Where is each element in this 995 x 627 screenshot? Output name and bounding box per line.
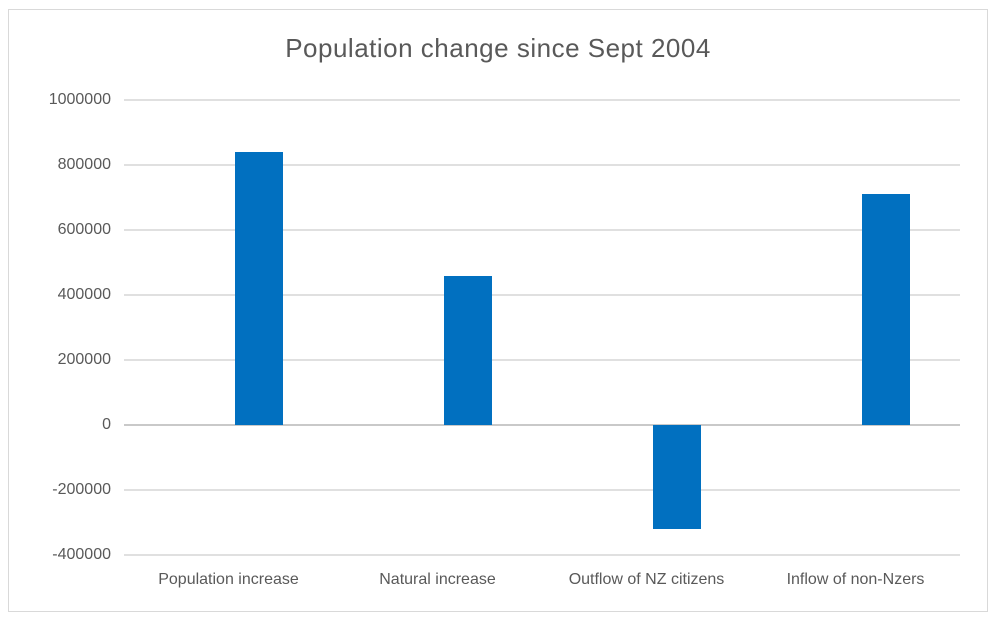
gridline xyxy=(124,489,960,491)
x-axis-category-label: Inflow of non-Nzers xyxy=(786,571,925,588)
gridline xyxy=(124,554,960,556)
gridline xyxy=(124,229,960,231)
y-axis-tick-label: 200000 xyxy=(57,351,111,368)
x-axis-category-label: Outflow of NZ citizens xyxy=(568,571,725,588)
x-axis-line xyxy=(124,424,960,426)
y-axis-tick-label: 800000 xyxy=(57,156,111,173)
chart-frame: Population change since Sept 2004 100000… xyxy=(8,9,988,612)
gridline xyxy=(124,164,960,166)
gridline xyxy=(124,294,960,296)
x-axis-category-label: Population increase xyxy=(158,571,299,588)
y-axis-tick-label: 1000000 xyxy=(48,91,111,108)
gridline xyxy=(124,359,960,361)
y-axis-tick-label: -200000 xyxy=(52,481,111,498)
y-axis-tick-label: 0 xyxy=(102,416,111,433)
x-axis-category-label: Natural increase xyxy=(379,571,496,588)
bar-inflow-of-non-nzers xyxy=(862,194,910,425)
bar-population-increase xyxy=(235,152,283,425)
y-axis-tick-label: 400000 xyxy=(57,286,111,303)
bar-natural-increase xyxy=(444,275,492,425)
bar-outflow-of-nz-citizens xyxy=(653,425,701,529)
y-axis-tick-label: 600000 xyxy=(57,221,111,238)
gridline xyxy=(124,99,960,101)
chart-title: Population change since Sept 2004 xyxy=(285,33,711,63)
y-axis-tick-label: -400000 xyxy=(52,546,111,563)
